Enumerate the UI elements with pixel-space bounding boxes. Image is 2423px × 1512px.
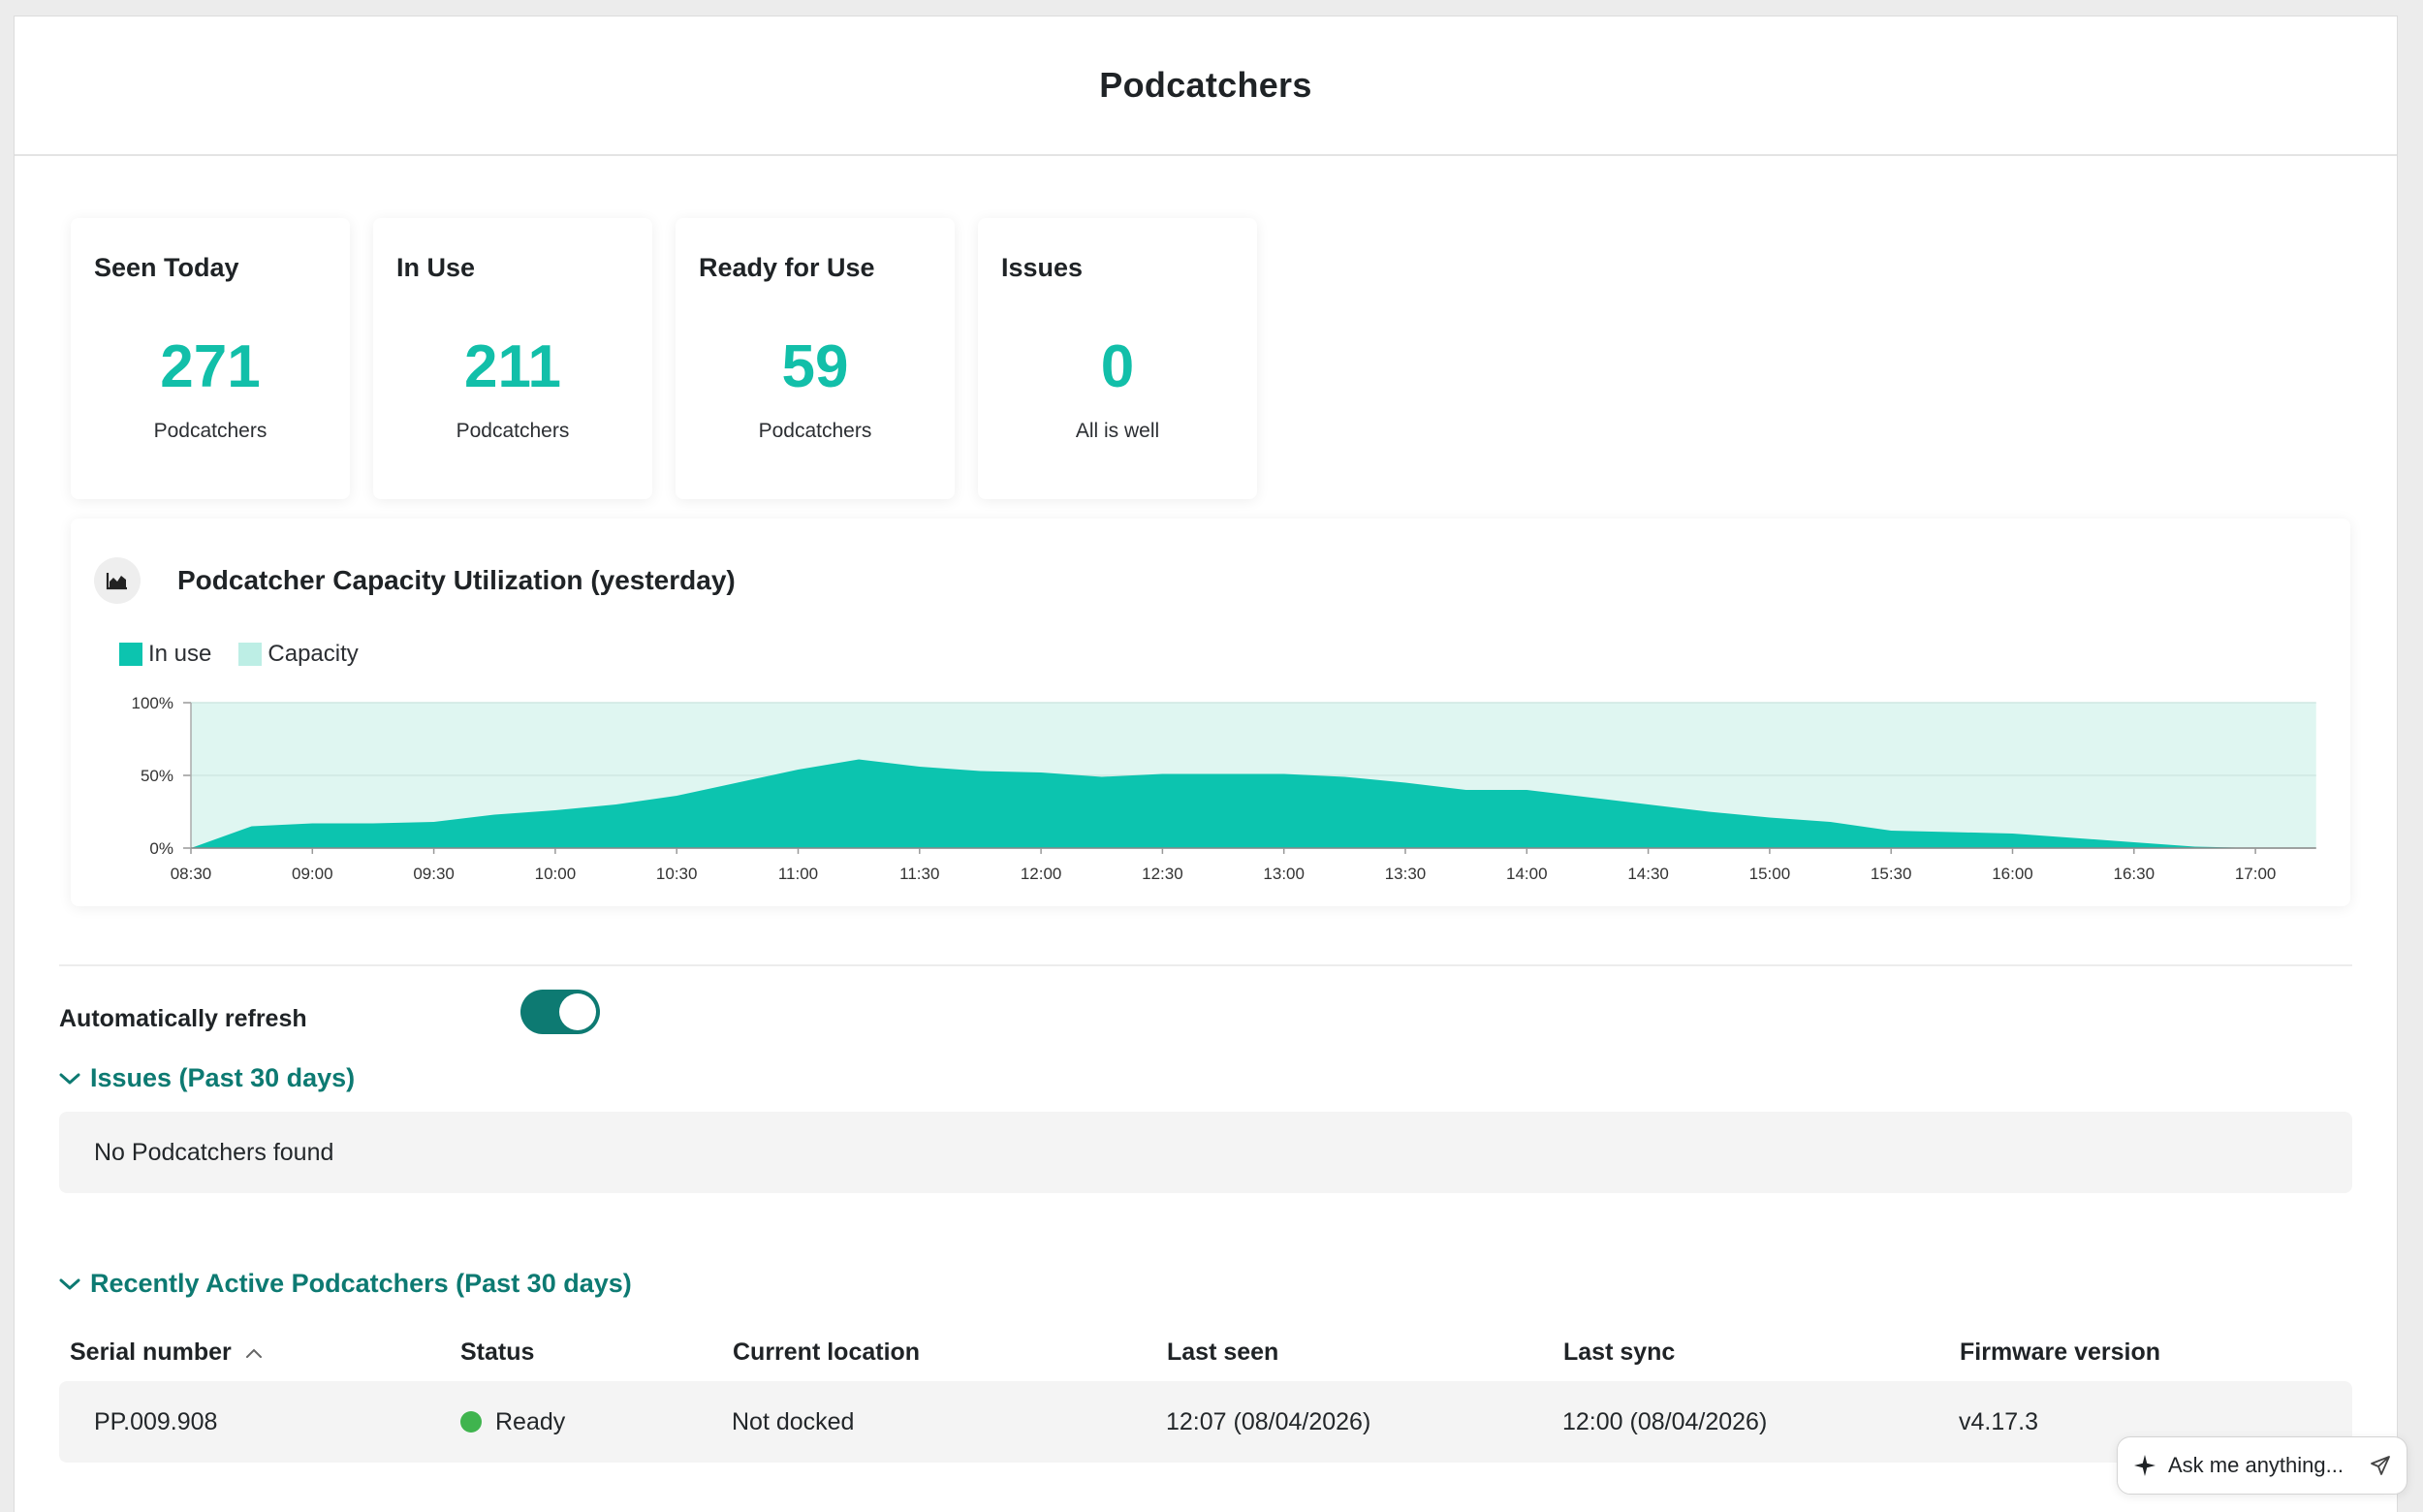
stat-title: Seen Today [94,253,239,282]
legend-item-capacity[interactable]: Capacity [238,641,359,668]
column-header-label: Last sync [1563,1339,1676,1366]
x-tick-label: 13:00 [1263,865,1305,883]
auto-refresh-toggle[interactable] [520,990,600,1034]
stat-title: Issues [1001,253,1084,282]
x-tick-label: 11:30 [899,865,939,883]
cell-status: Ready [460,1381,565,1463]
x-tick-label: 15:30 [1871,865,1912,883]
issues-empty-state: No Podcatchers found [59,1112,2352,1193]
sort-ascending-icon [245,1347,263,1359]
x-tick-label: 11:00 [778,865,818,883]
column-header-location[interactable]: Current location [733,1339,920,1367]
x-tick-label: 16:00 [1992,865,2033,883]
column-header-label: Last seen [1167,1339,1279,1366]
section-divider [59,964,2352,966]
column-header-last-seen[interactable]: Last seen [1167,1339,1278,1367]
in-use-area [191,759,2316,848]
toggle-knob [559,993,596,1030]
column-header-label: Current location [733,1339,921,1366]
chart-title: Podcatcher Capacity Utilization (yesterd… [177,565,736,595]
column-header-label: Serial number [70,1339,232,1366]
y-tick-label: 50% [141,767,173,785]
chevron-down-icon [59,1277,86,1291]
y-tick-label: 100% [132,694,173,712]
x-tick-label: 09:30 [413,865,455,883]
empty-state-text: No Podcatchers found [94,1138,334,1166]
stat-title: Ready for Use [699,253,875,282]
stat-caption: All is well [1075,420,1160,442]
issues-section-title: Issues (Past 30 days) [90,1063,356,1092]
stat-caption: Podcatchers [153,420,267,442]
stat-card-seen-today: Seen Today 271 Podcatchers [71,218,350,499]
issues-section-toggle[interactable]: Issues (Past 30 days) [59,1063,355,1093]
cell-last-sync: 12:00 (08/04/2026) [1562,1407,1768,1435]
cell-firmware: v4.17.3 [1959,1407,2039,1435]
x-tick-label: 10:30 [656,865,698,883]
recent-section-title: Recently Active Podcatchers (Past 30 day… [90,1269,632,1298]
chart-legend: In use Capacity [119,641,386,668]
stat-caption: Podcatchers [456,420,570,442]
sparkle-icon [2133,1454,2156,1477]
x-tick-label: 10:00 [535,865,577,883]
column-header-serial[interactable]: Serial number [70,1339,263,1367]
capacity-area-chart: 0% 50% 100% 08:30 09:00 09:30 10:00 10:30 11:00 1… [132,694,2316,883]
cell-serial: PP.009.908 [94,1407,218,1435]
legend-item-in-use[interactable]: In use [119,641,211,668]
legend-swatch-capacity [238,643,263,666]
cell-location: Not docked [732,1407,855,1435]
stat-value: 211 [463,333,562,400]
stat-caption: Podcatchers [758,420,872,442]
column-header-last-sync[interactable]: Last sync [1563,1339,1675,1367]
x-tick-label: 13:30 [1385,865,1427,883]
column-header-firmware[interactable]: Firmware version [1960,1339,2160,1367]
stat-card-in-use: In Use 211 Podcatchers [373,218,652,499]
podcatchers-page: Podcatchers Seen Today 271 Podcatchers I… [14,16,2398,1512]
stat-value: 59 [781,333,849,400]
legend-swatch-in-use [119,643,142,666]
table-row[interactable]: PP.009.908 Ready Not docked 12:07 (08/04… [59,1381,2352,1463]
stat-value: 271 [160,333,261,400]
x-tick-label: 12:00 [1021,865,1062,883]
x-tick-label: 14:00 [1506,865,1548,883]
stat-card-issues: Issues 0 All is well [978,218,1257,499]
status-label: Ready [495,1407,566,1435]
area-chart-icon [94,557,141,604]
recent-section-toggle[interactable]: Recently Active Podcatchers (Past 30 day… [59,1269,632,1299]
column-header-label: Status [460,1339,535,1366]
stat-value: 0 [1100,333,1135,400]
column-header-label: Firmware version [1960,1339,2161,1366]
y-tick-label: 0% [149,839,173,858]
x-tick-label: 17:00 [2235,865,2277,883]
x-tick-label: 14:30 [1627,865,1669,883]
stat-card-ready-for-use: Ready for Use 59 Podcatchers [676,218,955,499]
status-ready-dot [460,1411,482,1433]
x-tick-label: 08:30 [171,865,212,883]
assistant-placeholder: Ask me anything... [2168,1453,2344,1477]
capacity-chart-card: Podcatcher Capacity Utilization (yesterd… [71,519,2350,906]
ask-assistant-input[interactable]: Ask me anything... [2117,1436,2407,1495]
column-header-status[interactable]: Status [460,1339,534,1367]
auto-refresh-label: Automatically refresh [59,1005,307,1032]
x-tick-label: 15:00 [1749,865,1791,883]
x-tick-label: 09:00 [292,865,333,883]
cell-last-seen: 12:07 (08/04/2026) [1166,1407,1371,1435]
x-tick-label: 12:30 [1142,865,1183,883]
send-icon[interactable] [2370,1455,2391,1476]
legend-label: In use [148,641,212,667]
x-tick-label: 16:30 [2114,865,2156,883]
page-title: Podcatchers [1099,65,1312,105]
legend-label: Capacity [267,641,359,667]
chevron-down-icon [59,1072,86,1086]
stat-title: In Use [396,253,476,282]
page-header: Podcatchers [15,16,2397,156]
